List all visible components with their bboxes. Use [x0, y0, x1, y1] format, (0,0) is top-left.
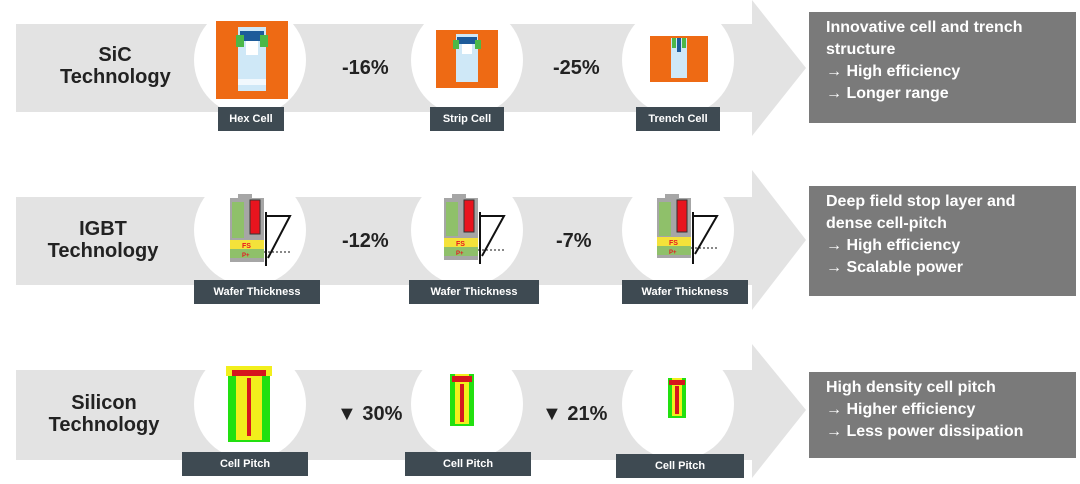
silicon-label-2: Cell Pitch [405, 452, 531, 476]
sic-row: SiC Technology Hex Cell -16% Strip Cell … [0, 0, 1080, 140]
sic-info-box: Innovative cell and trench structure → H… [809, 12, 1076, 123]
igbt-step-2: -7% [556, 230, 592, 252]
igbt-info-point-1: → High efficiency [826, 237, 961, 254]
silicon-step-1: ▼ 30% [337, 403, 403, 425]
igbt-info-box: Deep field stop layer and dense cell-pit… [809, 186, 1076, 296]
sic-title: SiC Technology [60, 44, 171, 88]
silicon-step-2: ▼ 21% [542, 403, 608, 425]
silicon-info-box: High density cell pitch → Higher efficie… [809, 372, 1076, 458]
sic-info-title-2: structure [826, 41, 896, 58]
silicon-cell-icon-3 [668, 378, 686, 418]
sic-hex-cell-icon [216, 21, 288, 99]
igbt-wafer-icon-2: FS P+ [444, 194, 506, 264]
igbt-p-label-3: P+ [669, 250, 677, 256]
silicon-label-3: Cell Pitch [616, 454, 744, 478]
silicon-label-1: Cell Pitch [182, 452, 308, 476]
silicon-info-title-1: High density cell pitch [826, 379, 996, 396]
sic-label-trench-cell: Trench Cell [636, 107, 720, 131]
sic-label-hex-cell: Hex Cell [218, 107, 284, 131]
sic-info-point-1: → High efficiency [826, 63, 961, 80]
igbt-label-1: Wafer Thickness [194, 280, 320, 304]
igbt-title: IGBT Technology [47, 218, 159, 262]
sic-info-title-1: Innovative cell and trench [826, 19, 1023, 36]
sic-trench-cell-icon [650, 36, 708, 82]
sic-step-2: -25% [553, 57, 600, 79]
igbt-fs-label-2: FS [456, 241, 465, 248]
silicon-info-point-1: → Higher efficiency [826, 401, 976, 418]
igbt-wafer-icon-3: FS P+ [657, 194, 719, 264]
igbt-info-title-2: dense cell-pitch [826, 215, 947, 232]
igbt-label-2: Wafer Thickness [409, 280, 539, 304]
sic-info-point-2: → Longer range [826, 85, 949, 102]
igbt-fs-label-3: FS [669, 240, 678, 247]
silicon-title: Silicon Technology [48, 392, 160, 436]
sic-strip-cell-icon [436, 30, 498, 88]
igbt-fs-label-1: FS [242, 243, 251, 250]
silicon-row: Silicon Technology Cell Pitch ▼ 30% Cell… [0, 344, 1080, 484]
igbt-wafer-icon-1: FS P+ [230, 194, 292, 266]
sic-step-1: -16% [342, 57, 389, 79]
igbt-info-point-2: → Scalable power [826, 259, 963, 276]
sic-label-strip-cell: Strip Cell [430, 107, 504, 131]
igbt-info-title-1: Deep field stop layer and [826, 193, 1016, 210]
igbt-label-3: Wafer Thickness [622, 280, 748, 304]
igbt-p-label-1: P+ [242, 253, 250, 259]
igbt-p-label-2: P+ [456, 251, 464, 257]
silicon-info-point-2: → Less power dissipation [826, 423, 1024, 440]
silicon-cell-icon-1 [226, 366, 272, 442]
igbt-step-1: -12% [342, 230, 389, 252]
silicon-cell-icon-2 [450, 374, 474, 426]
igbt-row: IGBT Technology FS P+ Wafer Thickness -1… [0, 170, 1080, 310]
